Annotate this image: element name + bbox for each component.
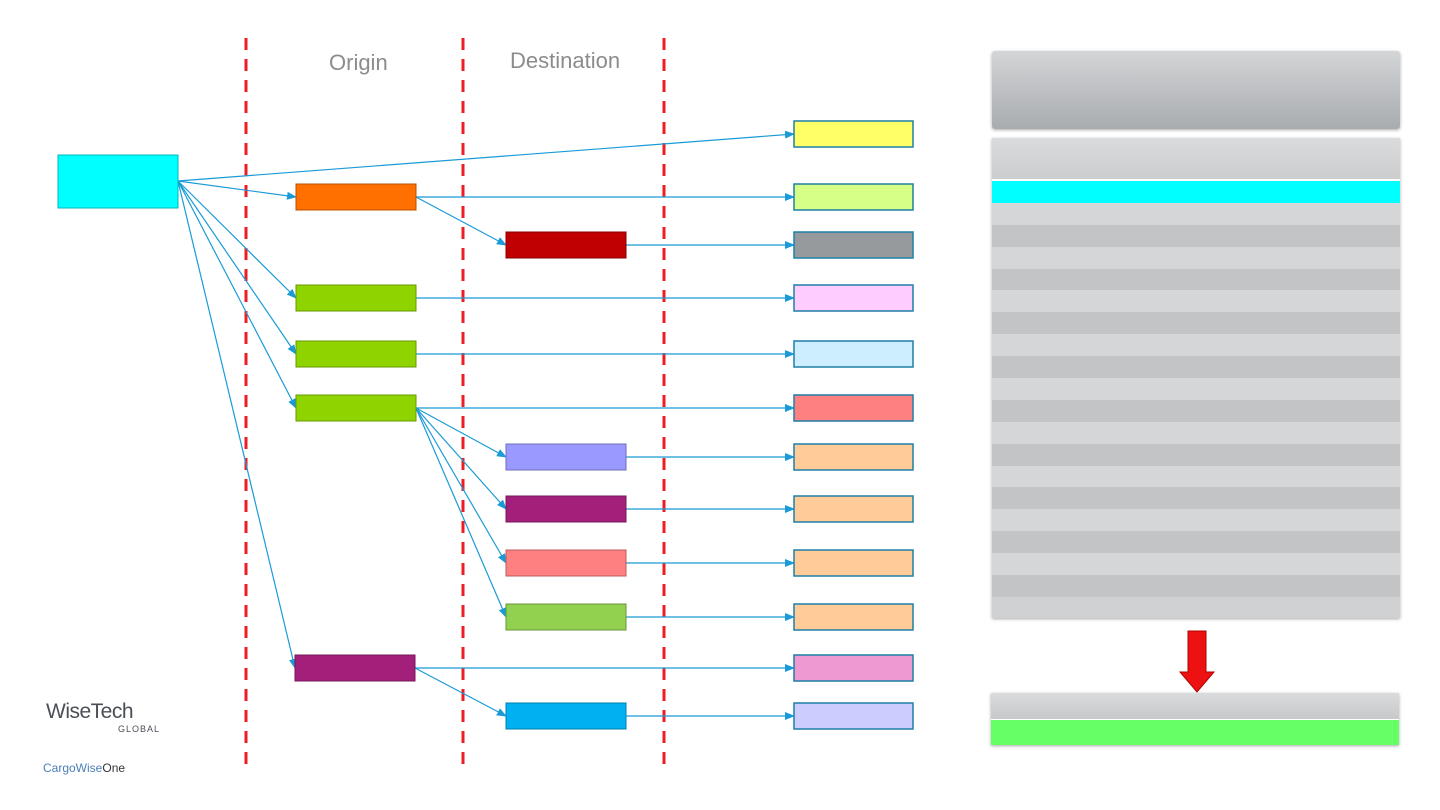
record-row-selected[interactable] [992, 181, 1400, 203]
target-node-11 [793, 654, 914, 682]
cargowise-logo: CargoWiseOne [43, 761, 125, 775]
connector-origin-4-dest-4 [415, 407, 507, 564]
record-list-header [992, 138, 1400, 181]
root-node [57, 154, 179, 209]
cargowise-logo-text: CargoWise [43, 761, 103, 775]
record-row[interactable] [992, 268, 1400, 291]
target-node-7 [793, 443, 914, 471]
record-row[interactable] [992, 443, 1400, 466]
down-arrow-icon [1178, 630, 1216, 693]
record-row[interactable] [992, 224, 1400, 247]
connector-root-origin-2 [177, 180, 297, 299]
target-node-1 [793, 120, 914, 148]
record-row[interactable] [992, 465, 1400, 488]
origin-label: Origin [329, 50, 388, 75]
record-row[interactable] [992, 421, 1400, 444]
record-row[interactable] [992, 356, 1400, 379]
record-row[interactable] [992, 312, 1400, 335]
destination-node-4 [505, 549, 627, 577]
target-node-2 [793, 183, 914, 211]
origin-node-5 [294, 654, 416, 682]
connector-root-origin-3 [177, 180, 297, 355]
result-panel [991, 693, 1399, 745]
result-selected-row[interactable] [991, 720, 1399, 745]
panel-header [992, 51, 1400, 129]
connector-root-origin-5 [177, 180, 297, 669]
record-row[interactable] [992, 531, 1400, 554]
target-node-6 [793, 394, 914, 422]
destination-node-1 [505, 231, 627, 259]
record-row[interactable] [992, 290, 1400, 313]
target-node-5 [793, 340, 914, 368]
target-node-9 [793, 549, 914, 577]
target-node-3 [793, 231, 914, 259]
record-row[interactable] [992, 509, 1400, 532]
result-panel-header [991, 693, 1399, 720]
origin-node-1 [295, 183, 417, 211]
connector-origin-4-dest-2 [415, 407, 507, 458]
origin-node-2 [295, 284, 417, 312]
wisetech-logo-global: GLOBAL [118, 724, 161, 734]
record-row[interactable] [992, 399, 1400, 422]
record-row[interactable] [992, 246, 1400, 269]
connector-origin-4-dest-3 [415, 407, 507, 510]
destination-node-5 [505, 603, 627, 631]
origin-node-4 [295, 394, 417, 422]
record-row[interactable] [992, 334, 1400, 357]
target-node-8 [793, 495, 914, 523]
connector-root-origin-4 [177, 180, 297, 409]
wisetech-logo: WiseTech GLOBAL [46, 700, 159, 734]
record-row[interactable] [992, 553, 1400, 576]
wisetech-logo-text: WiseTech [46, 700, 134, 723]
record-row[interactable] [992, 575, 1400, 597]
connector-root-target-1 [177, 130, 795, 182]
destination-node-6 [505, 702, 627, 730]
destination-node-2 [505, 443, 627, 471]
destination-label: Destination [510, 48, 621, 73]
connector-root-origin-1 [177, 180, 297, 200]
connector-origin-5-dest-6 [414, 667, 507, 717]
destination-node-3 [505, 495, 627, 523]
connector-origin-1-dest-1 [415, 196, 507, 246]
target-node-10 [793, 603, 914, 631]
record-row[interactable] [992, 378, 1400, 400]
origin-node-3 [295, 340, 417, 368]
record-row[interactable] [992, 487, 1400, 510]
record-row[interactable] [992, 202, 1400, 225]
record-list-panel [992, 138, 1400, 618]
target-node-4 [793, 284, 914, 312]
connector-origin-4-dest-5 [415, 407, 507, 618]
target-node-12 [793, 702, 914, 730]
cargowise-logo-one: One [102, 761, 126, 775]
